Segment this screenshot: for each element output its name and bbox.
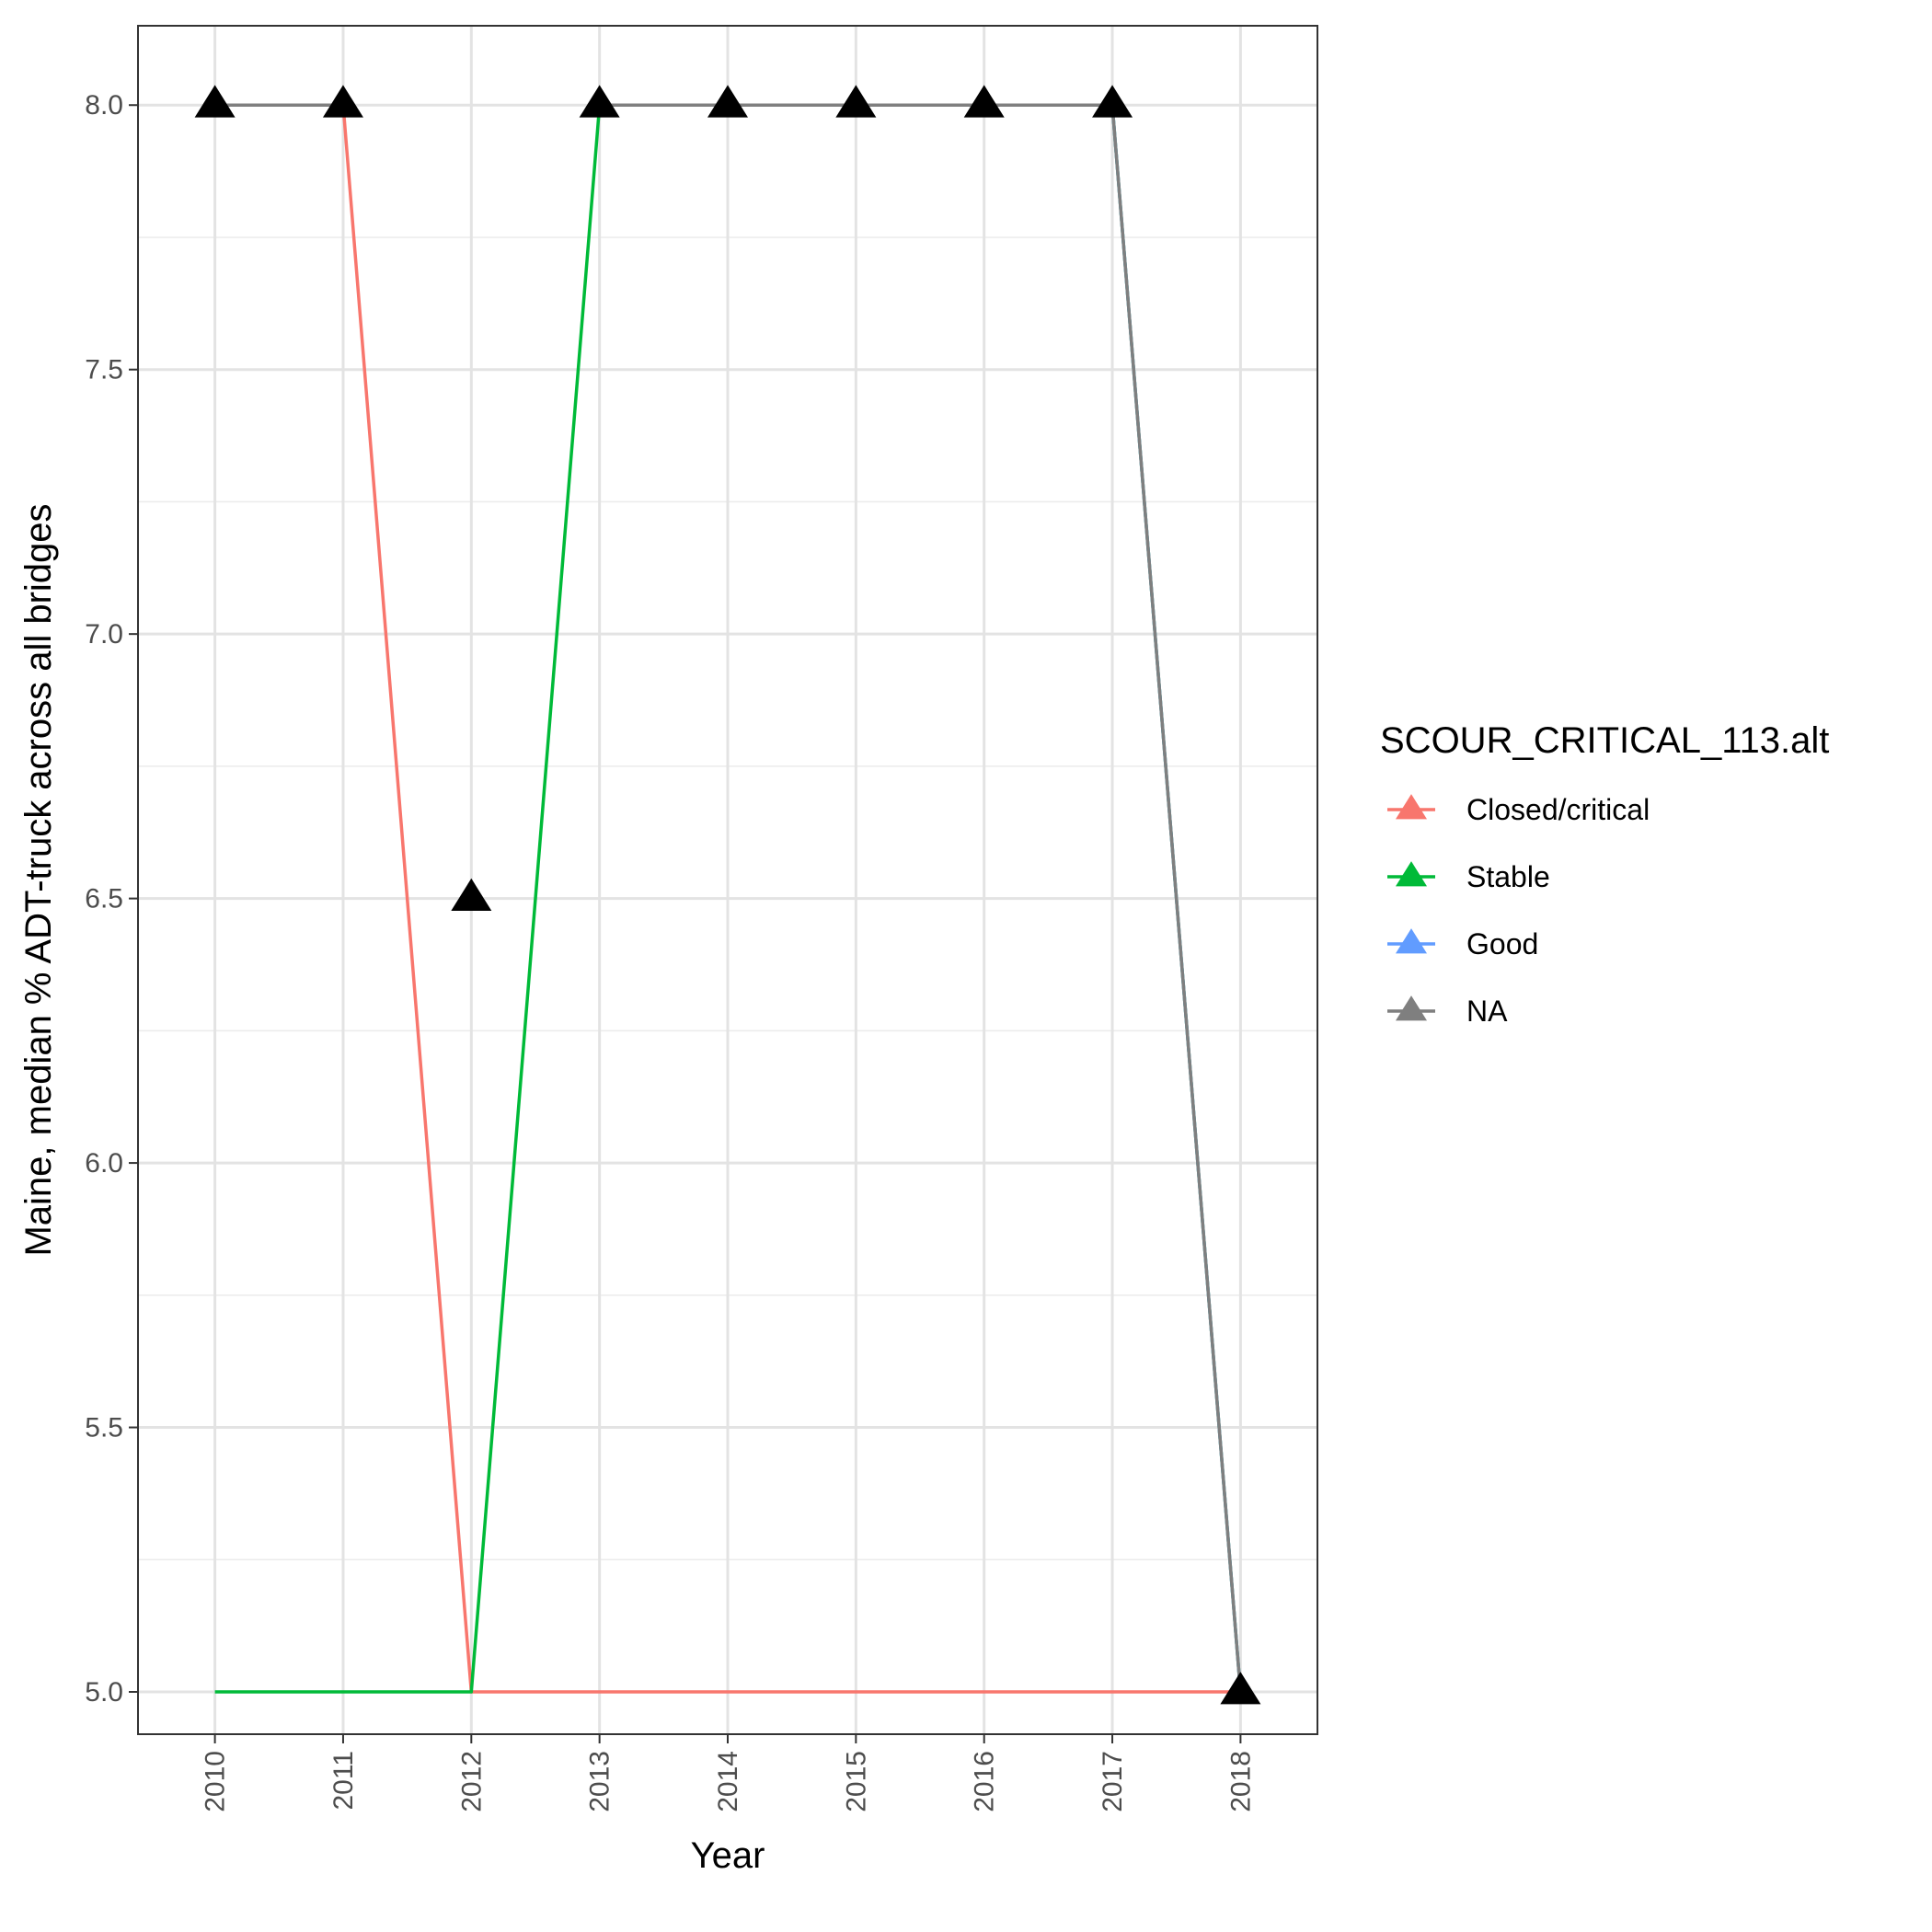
series-line-closed-critical bbox=[214, 103, 1241, 1694]
x-tick-label: 2018 bbox=[1225, 1751, 1256, 1812]
legend-key-triangle-na bbox=[1396, 995, 1427, 1021]
legend-entries: Closed/critical Stable Good NA bbox=[1387, 793, 1650, 1028]
y-tick-label: 7.0 bbox=[85, 619, 123, 650]
data-point-triangle bbox=[707, 85, 748, 118]
x-tick-label: 2011 bbox=[328, 1751, 359, 1811]
legend-key-triangle-stable bbox=[1396, 861, 1427, 887]
y-axis: 5.0 5.5 6.0 6.5 7.0 7.5 8.0 bbox=[85, 90, 138, 1708]
data-point-triangle bbox=[1220, 1672, 1261, 1705]
x-axis-title: Year bbox=[691, 1835, 765, 1876]
y-tick-label: 5.5 bbox=[85, 1413, 123, 1443]
legend-title: SCOUR_CRITICAL_113.alt bbox=[1380, 720, 1829, 761]
x-axis: 2010 2011 2012 2013 2014 2015 2016 2017 2018 bbox=[201, 1734, 1256, 1812]
legend: SCOUR_CRITICAL_113.alt Closed/critical St… bbox=[1380, 720, 1829, 1028]
series-line-na bbox=[599, 103, 1243, 1693]
legend-label-good: Good bbox=[1466, 927, 1538, 960]
x-tick-label: 2013 bbox=[585, 1751, 615, 1812]
data-point-triangle bbox=[963, 85, 1005, 118]
x-tick-label: 2015 bbox=[841, 1751, 871, 1812]
y-tick-label: 6.0 bbox=[85, 1148, 123, 1179]
x-tick-label: 2017 bbox=[1098, 1751, 1128, 1812]
data-points bbox=[194, 85, 1261, 1705]
y-tick-label: 5.0 bbox=[85, 1677, 123, 1708]
data-point-triangle bbox=[194, 85, 236, 118]
x-tick-label: 2012 bbox=[456, 1751, 487, 1812]
y-tick-label: 8.0 bbox=[85, 90, 123, 121]
x-tick-label: 2014 bbox=[713, 1751, 743, 1812]
y-tick-label: 7.5 bbox=[85, 355, 123, 385]
data-point-triangle bbox=[1092, 85, 1133, 118]
data-point-triangle bbox=[835, 85, 877, 118]
legend-key-triangle-good bbox=[1396, 928, 1427, 954]
data-point-triangle bbox=[322, 85, 363, 118]
data-point-triangle bbox=[579, 85, 620, 118]
y-axis-title: Maine, median % ADT-truck across all bri… bbox=[18, 503, 59, 1256]
y-tick-label: 6.5 bbox=[85, 884, 123, 914]
legend-label-closed-critical: Closed/critical bbox=[1466, 793, 1650, 826]
x-tick-label: 2010 bbox=[201, 1751, 231, 1812]
legend-key-triangle-closed-critical bbox=[1396, 794, 1427, 820]
x-tick-label: 2016 bbox=[970, 1751, 1000, 1812]
legend-label-stable: Stable bbox=[1466, 860, 1550, 893]
legend-label-na: NA bbox=[1466, 995, 1508, 1028]
data-point-triangle bbox=[451, 878, 492, 911]
